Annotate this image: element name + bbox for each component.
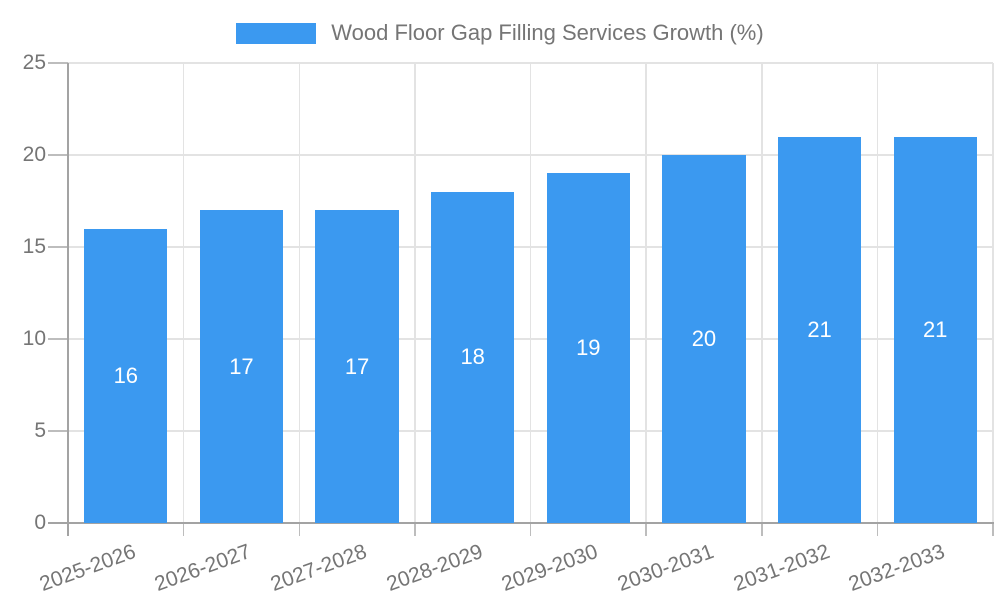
x-axis-line (68, 522, 994, 524)
bar-value-label: 21 (922, 316, 948, 342)
x-tick-label: 2026-2027 (152, 540, 255, 596)
y-tick-label: 20 (22, 143, 46, 166)
y-axis-tick-mark (48, 338, 68, 340)
x-axis-tick-mark (298, 523, 300, 536)
y-tick-label: 10 (22, 327, 46, 350)
x-axis-tick-mark (414, 523, 416, 536)
bar: 17 (199, 210, 284, 523)
x-axis-tick-mark (761, 523, 763, 536)
bar-value-label: 17 (344, 353, 370, 379)
x-axis-tick-mark (992, 523, 994, 536)
bar: 19 (546, 173, 630, 523)
gridline-vertical (529, 63, 532, 523)
bar-value-label: 16 (113, 362, 139, 388)
gridline-vertical (876, 63, 879, 523)
x-tick-label: 2030-2031 (614, 540, 717, 596)
bar: 17 (315, 210, 399, 523)
x-tick-label: 2029-2030 (498, 540, 602, 596)
gridline-vertical (414, 63, 416, 523)
bar-value-label: 20 (691, 326, 717, 351)
x-tick-label: 2028-2029 (383, 540, 486, 596)
y-tick-label: 15 (22, 235, 46, 258)
y-axis-tick-mark (48, 154, 68, 156)
x-tick-label: 2032-2033 (845, 540, 949, 596)
bar-value-label: 19 (576, 335, 601, 361)
y-axis-tick-mark (48, 522, 68, 524)
y-tick-label: 5 (34, 419, 46, 442)
legend-label: Wood Floor Gap Filling Services Growth (… (331, 20, 764, 45)
bar-value-label: 18 (460, 344, 485, 370)
bar-value-label: 17 (229, 353, 254, 379)
gridline-vertical (761, 63, 763, 523)
gridline-vertical (298, 63, 300, 523)
y-tick-label: 25 (22, 51, 46, 74)
gridline-vertical (182, 63, 185, 523)
x-axis-tick-mark (182, 523, 185, 536)
bar: 18 (431, 191, 515, 523)
bar-value-label: 21 (807, 316, 832, 342)
bar: 16 (84, 228, 168, 523)
x-axis-tick-mark (529, 523, 532, 536)
x-axis-tick-mark (876, 523, 879, 536)
y-axis-tick-mark (48, 246, 68, 248)
bar: 21 (777, 136, 862, 523)
legend-item[interactable]: Wood Floor Gap Filling Services Growth (… (0, 20, 1000, 46)
bar: 20 (662, 155, 746, 523)
y-tick-label: 0 (34, 511, 46, 534)
x-tick-label: 2027-2028 (267, 540, 370, 596)
x-axis-tick-mark (645, 523, 647, 536)
gridline-vertical (645, 63, 647, 523)
x-tick-label: 2031-2032 (730, 540, 833, 596)
y-axis-tick-mark (48, 430, 68, 432)
x-tick-label: 2025-2026 (36, 540, 139, 596)
gridline-vertical (992, 63, 994, 523)
y-axis-line (67, 63, 69, 536)
bar: 21 (893, 136, 977, 523)
y-axis-tick-mark (48, 62, 68, 64)
legend-swatch (236, 22, 317, 44)
